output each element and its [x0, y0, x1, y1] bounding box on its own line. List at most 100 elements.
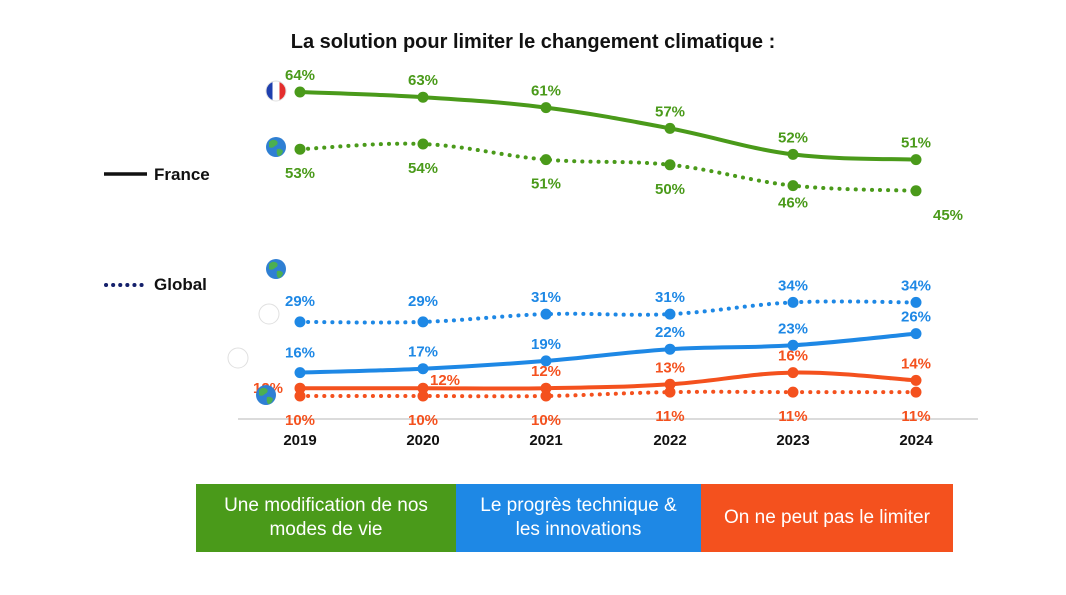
data-label: 17%: [408, 344, 438, 361]
data-label: 19%: [531, 336, 561, 353]
france-flag-icon-rim: [258, 303, 280, 325]
x-tick-label: 2022: [653, 432, 686, 449]
data-point: [664, 386, 676, 398]
data-label: 57%: [655, 103, 685, 120]
data-label: 64%: [285, 67, 315, 84]
data-label: 31%: [655, 289, 685, 306]
series-line-0: [298, 90, 918, 162]
data-point: [294, 143, 306, 155]
france-flag-icon-band: [272, 81, 280, 101]
france-flag-icon: [265, 80, 287, 102]
data-label: 29%: [285, 293, 315, 310]
data-label: 10%: [408, 412, 438, 429]
france-flag-icon: [227, 347, 249, 369]
data-label: 46%: [778, 195, 808, 212]
series-line-1: [298, 141, 918, 193]
data-label: 11%: [655, 408, 684, 425]
data-point: [540, 390, 552, 402]
data-point: [787, 180, 799, 192]
data-point: [664, 378, 676, 390]
data-point: [664, 122, 676, 134]
data-point: [417, 390, 429, 402]
data-label: 22%: [655, 324, 685, 341]
category-box-lifestyle: Une modification de nos modes de vie: [196, 484, 456, 552]
globe-icon: [266, 137, 286, 157]
x-tick-label: 2020: [406, 432, 439, 449]
data-label: 51%: [531, 176, 561, 193]
globe-icon-land: [259, 387, 268, 396]
data-label: 11%: [901, 408, 930, 425]
data-point: [910, 374, 922, 386]
data-label: 10%: [285, 412, 315, 429]
legend-france-label: France: [154, 165, 210, 184]
category-legend: Une modification de nos modes de vie Le …: [196, 484, 953, 552]
data-label: 10%: [531, 412, 561, 429]
data-label: 23%: [778, 320, 808, 337]
data-point: [294, 382, 306, 394]
data-point: [664, 159, 676, 171]
data-label: 29%: [408, 293, 438, 310]
data-point: [417, 91, 429, 103]
data-point: [540, 355, 552, 367]
data-point: [910, 296, 922, 308]
france-flag-icon-rim: [265, 80, 287, 102]
series-line-2: [298, 299, 918, 325]
france-flag-icon-band: [266, 81, 273, 101]
x-tick-label: 2021: [529, 432, 562, 449]
category-box-technology: Le progrès technique & les innovations: [456, 484, 701, 552]
data-label: 34%: [901, 277, 931, 294]
globe-icon-land: [269, 261, 278, 270]
globe-icon: [266, 259, 286, 279]
globe-icon: [256, 385, 276, 405]
globe-icon-land: [269, 139, 278, 148]
data-label: 45%: [933, 207, 963, 224]
data-point: [787, 296, 799, 308]
data-point: [294, 316, 306, 328]
data-point: [294, 390, 306, 402]
globe-icon-land: [276, 148, 283, 156]
data-label: 63%: [408, 72, 438, 89]
data-label: 54%: [408, 160, 438, 177]
data-label: 34%: [778, 277, 808, 294]
data-label: 11%: [778, 408, 807, 425]
data-point: [910, 154, 922, 166]
data-label: 26%: [901, 309, 931, 326]
data-point: [417, 316, 429, 328]
data-label: 12%: [430, 372, 460, 389]
data-point: [417, 382, 429, 394]
data-point: [417, 363, 429, 375]
globe-icon-land: [266, 396, 273, 404]
chart-title: La solution pour limiter le changement c…: [291, 31, 776, 53]
data-point: [787, 339, 799, 351]
data-point: [540, 102, 552, 114]
data-point: [787, 386, 799, 398]
globe-icon-land: [276, 270, 283, 278]
data-point: [787, 148, 799, 160]
data-point: [664, 343, 676, 355]
data-point: [910, 328, 922, 340]
data-point: [294, 367, 306, 379]
data-label: 51%: [901, 135, 931, 152]
data-label: 16%: [285, 345, 315, 362]
data-point: [787, 367, 799, 379]
data-label: 53%: [285, 165, 315, 182]
data-point: [910, 386, 922, 398]
legend-global-label: Global: [154, 275, 207, 294]
data-point: [664, 308, 676, 320]
data-point: [540, 154, 552, 166]
category-box-cannot-limit: On ne peut pas le limiter: [701, 484, 953, 552]
x-tick-label: 2019: [283, 432, 316, 449]
series-line-3: [298, 331, 918, 375]
data-label: 12%: [531, 363, 561, 380]
series-layer: 64% 63% 61% 57% 52% 51% 53% 54% 51% 50% 46% 45% 29% 2…: [227, 67, 963, 429]
data-label: 50%: [655, 181, 685, 198]
data-point: [910, 185, 922, 197]
series-line-5: [298, 389, 918, 399]
line-style-legend: France Global: [104, 165, 210, 294]
france-flag-icon-band: [235, 348, 242, 368]
data-label: 31%: [531, 289, 561, 306]
data-point: [294, 86, 306, 98]
data-point: [540, 382, 552, 394]
france-flag-icon-rim: [227, 347, 249, 369]
france-flag-icon-band: [266, 304, 273, 324]
